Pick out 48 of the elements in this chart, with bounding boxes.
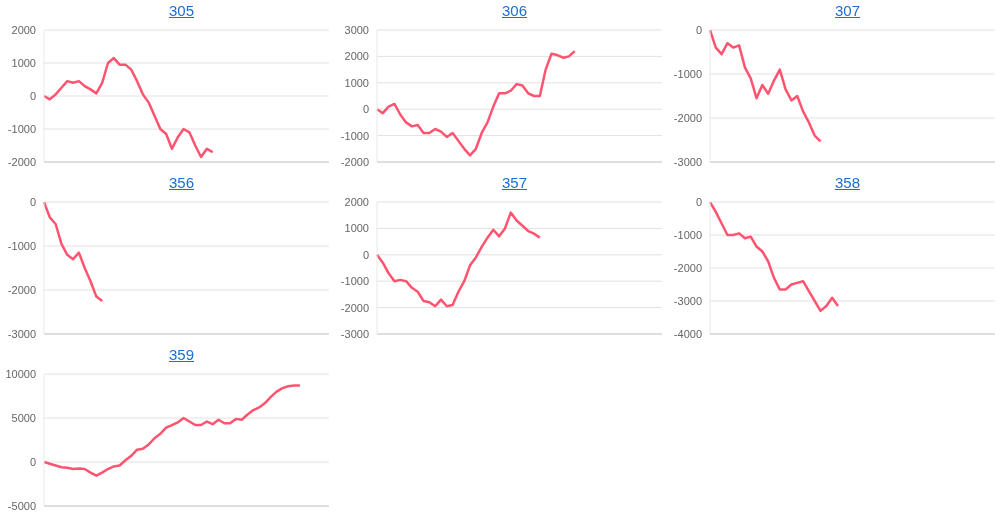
- y-tick-label: -1000: [7, 122, 36, 135]
- y-tick-label: -1000: [7, 239, 36, 252]
- y-tick-label: 0: [29, 89, 36, 102]
- y-tick-label: 1000: [344, 222, 369, 235]
- y-tick-label: 0: [29, 455, 36, 468]
- y-tick-label: 2000: [11, 23, 36, 36]
- y-tick-label: -3000: [673, 294, 702, 307]
- line-series: [708, 30, 822, 143]
- line-series: [708, 202, 840, 313]
- line-series: [42, 384, 302, 477]
- chart-title: 356: [168, 173, 195, 193]
- y-tick-label: -1000: [340, 129, 369, 142]
- y-tick-label: -3000: [673, 155, 702, 168]
- y-tick-label: -4000: [673, 327, 702, 340]
- y-tick-label: 10000: [5, 367, 36, 380]
- line-series: [42, 56, 214, 159]
- line-series: [375, 211, 542, 308]
- line-series: [375, 49, 577, 157]
- chart-title: 357: [501, 173, 528, 193]
- chart-title: 305: [168, 1, 195, 21]
- y-tick-label: 2000: [344, 50, 369, 63]
- y-tick-label: -1000: [673, 67, 702, 80]
- chart-title: 359: [168, 345, 195, 365]
- y-tick-label: -1000: [340, 275, 369, 288]
- chart-title: 307: [834, 1, 861, 21]
- y-tick-label: -3000: [7, 327, 36, 340]
- y-tick-label: -5000: [7, 499, 36, 512]
- y-tick-label: 5000: [11, 411, 36, 424]
- chart-title: 306: [501, 1, 528, 21]
- y-tick-label: 1000: [11, 56, 36, 69]
- y-tick-label: -2000: [673, 261, 702, 274]
- y-tick-label: -2000: [340, 155, 369, 168]
- chart-title: 358: [834, 173, 861, 193]
- y-tick-label: 0: [695, 23, 702, 36]
- y-tick-label: 1000: [344, 76, 369, 89]
- y-tick-label: -2000: [673, 111, 702, 124]
- y-tick-label: 0: [362, 103, 369, 116]
- line-series: [42, 202, 104, 303]
- y-tick-label: -1000: [673, 228, 702, 241]
- y-tick-label: -2000: [7, 283, 36, 296]
- y-tick-label: 2000: [344, 195, 369, 208]
- y-tick-label: 0: [362, 248, 369, 261]
- y-tick-label: -2000: [7, 155, 36, 168]
- y-tick-label: 0: [29, 195, 36, 208]
- y-tick-label: 0: [695, 195, 702, 208]
- y-tick-label: -3000: [340, 327, 369, 340]
- y-tick-label: 3000: [344, 23, 369, 36]
- y-tick-label: -2000: [340, 301, 369, 314]
